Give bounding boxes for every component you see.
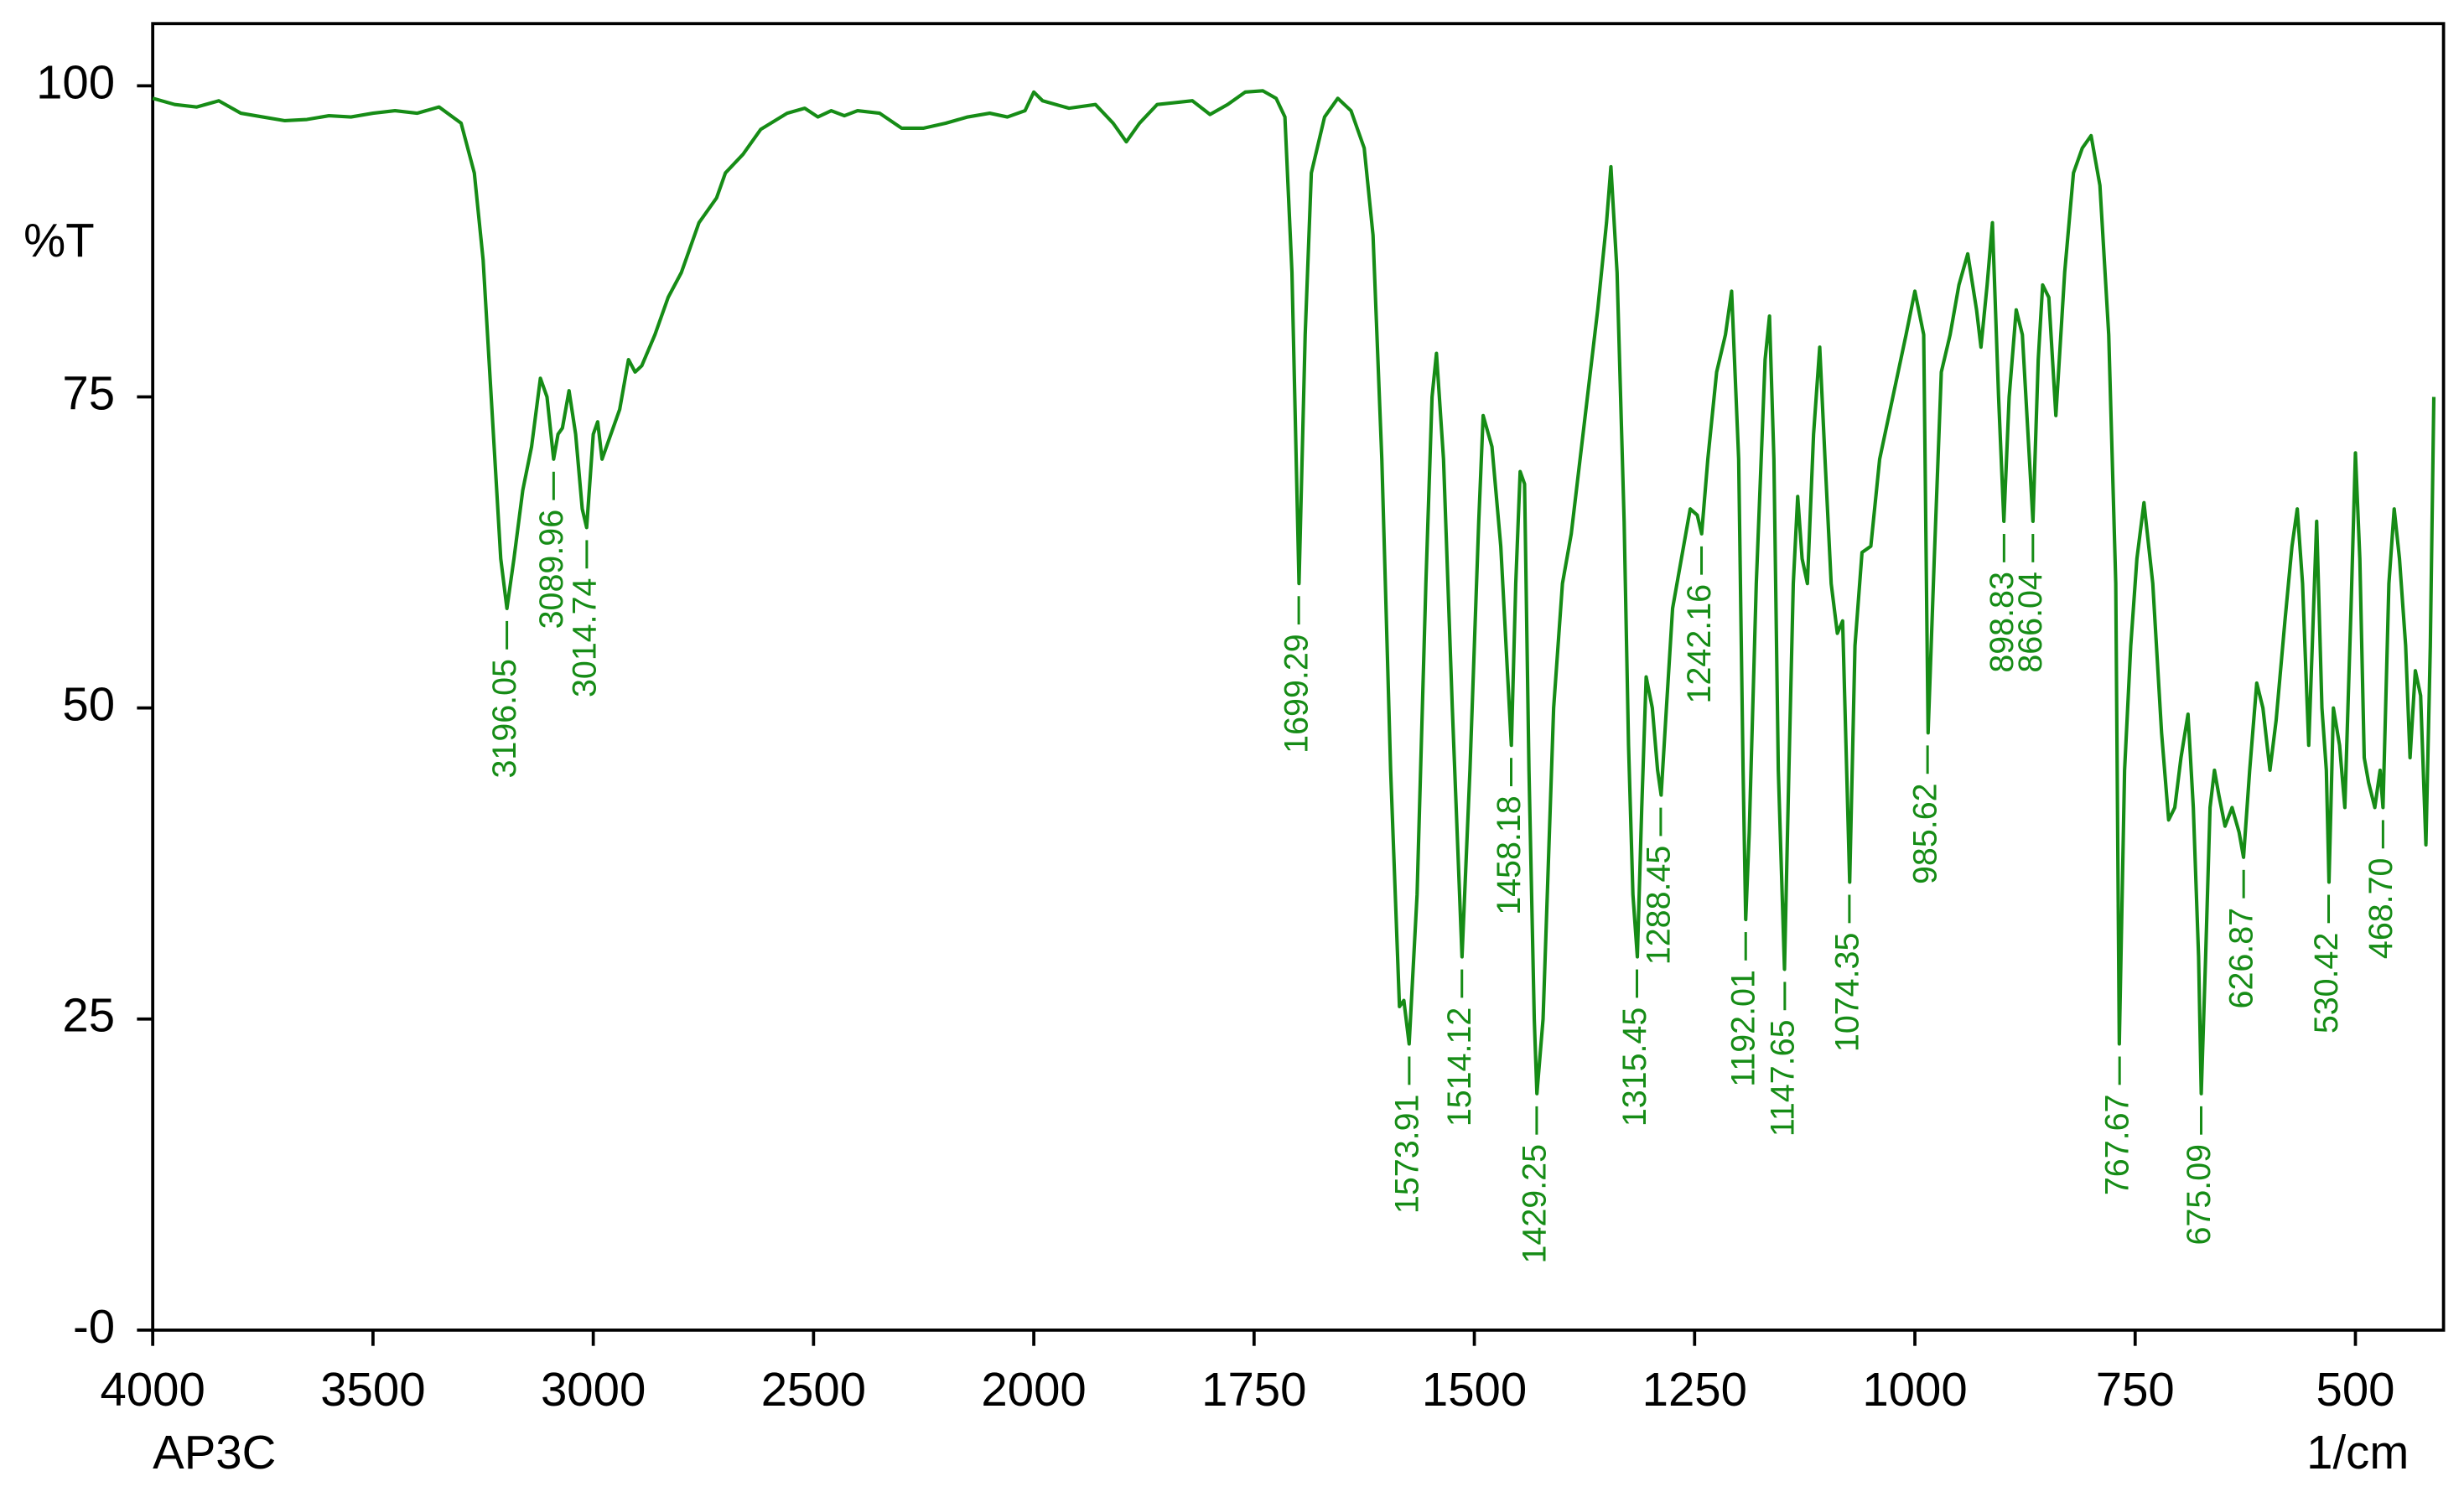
x-tick-label: 1250	[1642, 1363, 1747, 1416]
peak-label: 985.62	[1907, 783, 1944, 884]
peak-label: 468.70	[2363, 858, 2399, 960]
x-tick-label: 500	[2316, 1363, 2395, 1416]
x-tick-label: 3000	[541, 1363, 646, 1416]
x-tick-label: 4000	[101, 1363, 205, 1416]
plot-frame	[151, 22, 2446, 1332]
peak-label: 530.42	[2308, 933, 2345, 1034]
peak-label: 1573.91	[1388, 1095, 1425, 1215]
peak-label: 1514.12	[1441, 1007, 1478, 1127]
peak-label: 1458.18	[1491, 795, 1528, 915]
peak-label: 3014.74	[566, 578, 603, 698]
peak-label: 675.09	[2181, 1144, 2218, 1246]
x-axis-label: 1/cm	[2306, 1426, 2409, 1479]
peak-label: 1147.65	[1764, 1020, 1801, 1137]
y-tick-label: -0	[73, 1300, 115, 1353]
legend-entry: AP3C	[153, 1426, 276, 1479]
y-tick-label: 50	[62, 678, 115, 731]
peak-label: 626.87	[2223, 908, 2260, 1009]
peak-label: 898.83	[1984, 572, 2020, 673]
peak-label: 1192.01	[1725, 970, 1762, 1087]
y-axis-label: %T	[23, 214, 94, 267]
peak-label: 3196.05	[486, 659, 523, 779]
peak-label: 767.67	[2099, 1095, 2136, 1196]
x-tick-label: 2000	[981, 1363, 1086, 1416]
x-tick-label: 750	[2096, 1363, 2175, 1416]
y-tick-label: 75	[62, 366, 115, 419]
peak-label: 1699.29	[1279, 634, 1315, 754]
x-tick-label: 1750	[1201, 1363, 1306, 1416]
peak-label: 1315.45	[1616, 1007, 1653, 1127]
peak-label: 3089.96	[533, 510, 570, 629]
x-tick-label: 2500	[761, 1363, 866, 1416]
peak-label: 1429.25	[1516, 1144, 1553, 1264]
x-tick-label: 1000	[1862, 1363, 1967, 1416]
peak-label: 1074.35	[1829, 933, 1865, 1053]
peak-label: 866.04	[2012, 572, 2049, 673]
x-tick-label: 1500	[1422, 1363, 1527, 1416]
y-tick-label: 25	[62, 989, 115, 1042]
y-tick-label: 100	[36, 55, 115, 108]
peak-label: 1288.45	[1640, 846, 1677, 966]
peak-label: 1242.16	[1681, 584, 1718, 704]
spectrum-line	[152, 89, 2436, 1096]
x-tick-label: 3500	[320, 1363, 425, 1416]
